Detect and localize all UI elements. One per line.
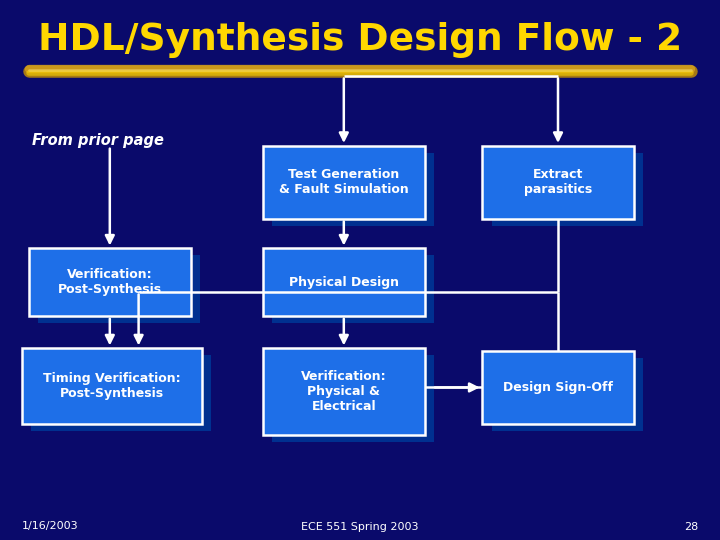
FancyBboxPatch shape bbox=[263, 146, 425, 219]
FancyBboxPatch shape bbox=[492, 153, 643, 226]
FancyBboxPatch shape bbox=[482, 351, 634, 424]
FancyBboxPatch shape bbox=[31, 355, 211, 431]
Text: ECE 551 Spring 2003: ECE 551 Spring 2003 bbox=[301, 522, 419, 531]
Text: Physical Design: Physical Design bbox=[289, 275, 399, 289]
FancyBboxPatch shape bbox=[272, 153, 434, 226]
Text: 1/16/2003: 1/16/2003 bbox=[22, 522, 78, 531]
FancyBboxPatch shape bbox=[272, 355, 434, 442]
Text: Verification:
Physical &
Electrical: Verification: Physical & Electrical bbox=[301, 370, 387, 413]
FancyBboxPatch shape bbox=[272, 255, 434, 323]
FancyBboxPatch shape bbox=[263, 248, 425, 316]
FancyBboxPatch shape bbox=[263, 348, 425, 435]
Text: From prior page: From prior page bbox=[32, 133, 164, 148]
Text: Test Generation
& Fault Simulation: Test Generation & Fault Simulation bbox=[279, 168, 409, 196]
Text: HDL/Synthesis Design Flow - 2: HDL/Synthesis Design Flow - 2 bbox=[38, 23, 682, 58]
Text: Design Sign-Off: Design Sign-Off bbox=[503, 381, 613, 394]
FancyBboxPatch shape bbox=[492, 358, 643, 431]
FancyBboxPatch shape bbox=[482, 146, 634, 219]
Text: Timing Verification:
Post-Synthesis: Timing Verification: Post-Synthesis bbox=[42, 372, 181, 400]
FancyBboxPatch shape bbox=[38, 255, 200, 323]
Text: Extract
parasitics: Extract parasitics bbox=[524, 168, 592, 196]
FancyBboxPatch shape bbox=[29, 248, 191, 316]
Text: 28: 28 bbox=[684, 522, 698, 531]
Text: Verification:
Post-Synthesis: Verification: Post-Synthesis bbox=[58, 268, 162, 296]
FancyBboxPatch shape bbox=[22, 348, 202, 424]
